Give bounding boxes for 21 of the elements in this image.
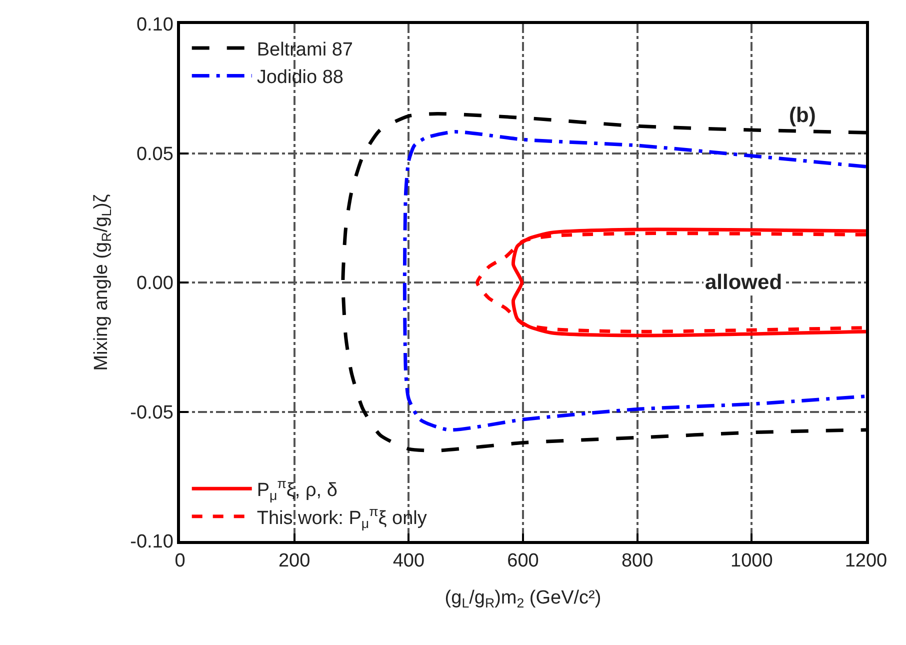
legend-label: This work: P$_{μ}$$^{π}$ξ only [256, 504, 428, 531]
legend-label: Beltrami 87 [256, 39, 353, 60]
y-tick-label: 0.00 [136, 273, 174, 294]
line-series [402, 130, 866, 432]
x-tick-label: 600 [507, 550, 539, 572]
x-tick-label: 800 [621, 550, 654, 572]
x-tick-label: 0 [174, 550, 186, 572]
annotation: (b) [789, 104, 816, 127]
x-tick-label: 200 [278, 550, 310, 572]
annotation: allowed [705, 271, 782, 294]
legend-label: Jodidio 88 [256, 67, 344, 88]
y-tick-label: -0.05 [130, 402, 174, 424]
x-tick-label: 400 [392, 550, 425, 572]
y-tick-label: -0.10 [130, 532, 174, 553]
y-tick-label: 0.10 [136, 14, 174, 36]
x-axis-title: (g$_{L}$/g$_{R}$)m$_{2}$ (GeV/c²) [444, 587, 602, 610]
x-tick-label: 1200 [844, 550, 888, 572]
legend-label: P$_{μ}$$^{π}$ξ, ρ, δ [256, 476, 338, 504]
line-series [476, 232, 866, 334]
x-tick-label: 1000 [730, 550, 773, 572]
y-tick-label: 0.05 [136, 144, 174, 165]
